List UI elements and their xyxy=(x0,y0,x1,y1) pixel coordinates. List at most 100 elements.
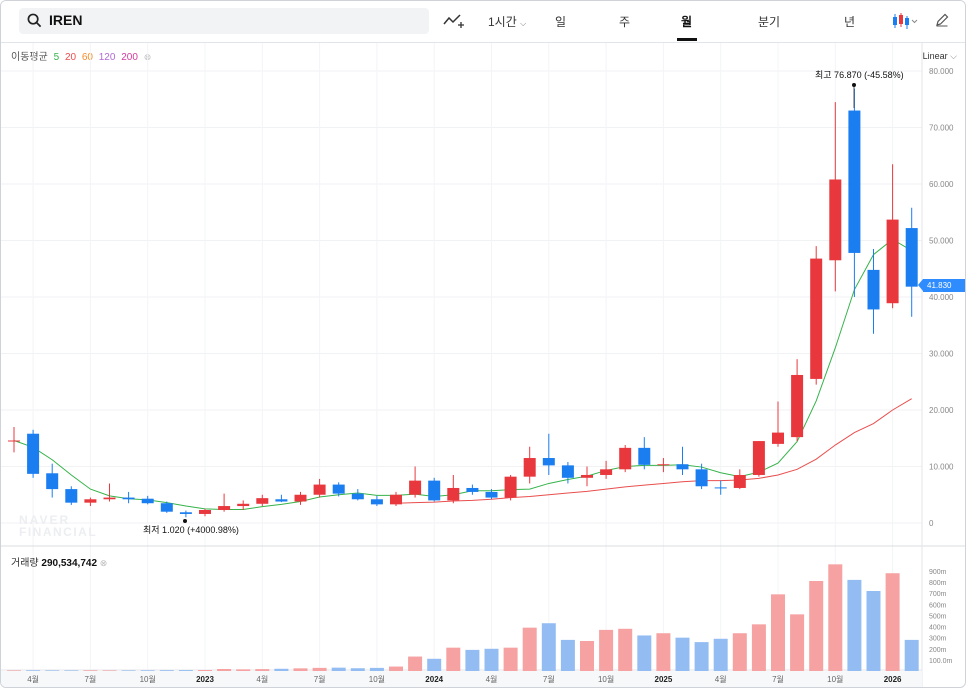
candle-body xyxy=(428,480,441,501)
volume-tick-label: 600m xyxy=(929,602,947,609)
volume-bar xyxy=(198,670,212,671)
volume-bar xyxy=(331,667,346,671)
candle-body xyxy=(829,179,842,261)
price-tick-label: 30.000 xyxy=(929,350,954,359)
time-tick-label: 10월 xyxy=(140,674,156,684)
ma20-line xyxy=(395,398,912,504)
volume-legend: 거래량 290,534,742 ⊗ xyxy=(11,554,107,569)
candle-body xyxy=(638,447,651,465)
volume-close-icon[interactable]: ⊗ xyxy=(99,558,108,568)
time-tick-label: 7월 xyxy=(314,674,326,684)
candle-body xyxy=(313,484,326,495)
legend-ma20[interactable]: 20 xyxy=(64,52,77,63)
candles xyxy=(8,88,918,518)
candlestick-type-icon[interactable] xyxy=(891,12,919,30)
drawing-tool-icon[interactable] xyxy=(443,12,465,30)
volume-bar xyxy=(599,629,614,671)
volume-bar xyxy=(446,647,461,671)
volume-bar xyxy=(102,670,117,671)
moving-average-legend: 이동평균 5 20 60 120 200 ⊗ xyxy=(11,48,154,63)
candle-body xyxy=(848,110,861,253)
tab-month[interactable]: 월 xyxy=(681,15,693,29)
legend-ma60[interactable]: 60 xyxy=(81,52,93,63)
volume-axis: 900m 800m 700m 600m 500m 400m 300m 200m 100.0m xyxy=(929,569,953,665)
candle-body xyxy=(46,473,59,490)
volume-bar xyxy=(465,649,480,671)
search-input[interactable]: IREN xyxy=(49,12,83,28)
price-tick-label: 0 xyxy=(929,519,934,528)
volume-bar xyxy=(236,669,251,671)
time-tick-label: 2025 xyxy=(655,675,673,684)
volume-tick-label: 200m xyxy=(929,647,947,654)
candle-body xyxy=(84,499,97,503)
time-tick-label: 4월 xyxy=(27,674,39,684)
volume-bar xyxy=(369,667,384,671)
candle-body xyxy=(332,484,345,494)
candle-body xyxy=(810,258,823,379)
time-tick-label: 10월 xyxy=(598,674,614,684)
candle-body xyxy=(523,458,536,477)
candle-body xyxy=(447,487,460,501)
tab-day[interactable]: 일 xyxy=(555,15,567,29)
price-tick-label: 70.000 xyxy=(929,124,954,133)
legend-ma5[interactable]: 5 xyxy=(53,52,60,63)
grid xyxy=(1,43,922,670)
candle-body xyxy=(199,510,211,514)
tab-week[interactable]: 주 xyxy=(619,15,631,29)
high-marker: 최고 76.870 (-45.58%) xyxy=(815,70,904,108)
time-tick-label: 10월 xyxy=(369,674,385,684)
interval-select[interactable]: 1시간 ⌵ xyxy=(488,13,526,30)
current-price-tag: 41.830 xyxy=(918,279,965,292)
volume-tick-label: 500m xyxy=(929,613,947,620)
volume-bar xyxy=(83,670,98,671)
scale-mode-label: Linear xyxy=(922,51,948,61)
tab-quarter[interactable]: 분기 xyxy=(758,15,781,29)
candle-body xyxy=(390,494,402,505)
volume-bar xyxy=(522,627,537,671)
search-icon xyxy=(27,13,42,28)
svg-text:FINANCIAL: FINANCIAL xyxy=(19,525,97,539)
candle-body xyxy=(466,487,479,492)
volume-bar xyxy=(637,635,652,671)
time-tick-label: 2024 xyxy=(425,675,443,684)
candle-body xyxy=(867,269,880,310)
candle-body xyxy=(485,491,498,498)
scale-mode-select[interactable]: Linear ⌵ xyxy=(923,51,957,62)
active-tab-indicator xyxy=(677,38,697,41)
volume-bar xyxy=(732,633,747,671)
interval-label: 1시간 xyxy=(488,15,517,29)
volume-bar xyxy=(274,668,289,671)
volume-bar xyxy=(255,669,270,671)
volume-bar xyxy=(751,624,766,671)
chevron-down-icon: ⌵ xyxy=(950,51,957,61)
price-tick-label: 10.000 xyxy=(929,463,954,472)
legend-ma120[interactable]: 120 xyxy=(98,52,116,63)
volume-tick-label: 900m xyxy=(929,569,947,576)
candle-body xyxy=(103,497,116,500)
tab-year[interactable]: 년 xyxy=(844,15,856,29)
legend-close-icon[interactable]: ⊗ xyxy=(143,52,152,62)
pencil-icon[interactable] xyxy=(935,13,949,27)
candle-body xyxy=(351,493,364,500)
volume-bars xyxy=(7,564,919,671)
time-tick-label: 4월 xyxy=(486,674,498,684)
volume-bar xyxy=(580,641,594,671)
volume-bar xyxy=(217,669,232,671)
candle-body xyxy=(733,474,746,488)
time-axis: 4월 7월 10월 2023 4월 7월 10월 2024 4월 7월 10월 2025 4월 7월 10월… xyxy=(27,674,902,684)
volume-value: 290,534,742 xyxy=(41,558,98,569)
volume-bar xyxy=(350,668,365,671)
chevron-down-icon: ⌵ xyxy=(520,19,527,28)
price-tick-label: 20.000 xyxy=(929,406,954,415)
volume-bar xyxy=(847,579,862,671)
time-tick-label: 7월 xyxy=(84,674,96,684)
volume-bar xyxy=(140,670,155,671)
legend-ma200[interactable]: 200 xyxy=(121,52,138,63)
candle-body xyxy=(695,469,708,487)
search-box[interactable]: IREN xyxy=(19,8,429,34)
time-tick-label: 2026 xyxy=(884,675,902,684)
candle-body xyxy=(619,447,632,470)
volume-bar xyxy=(178,670,193,671)
candle-body xyxy=(542,458,555,466)
